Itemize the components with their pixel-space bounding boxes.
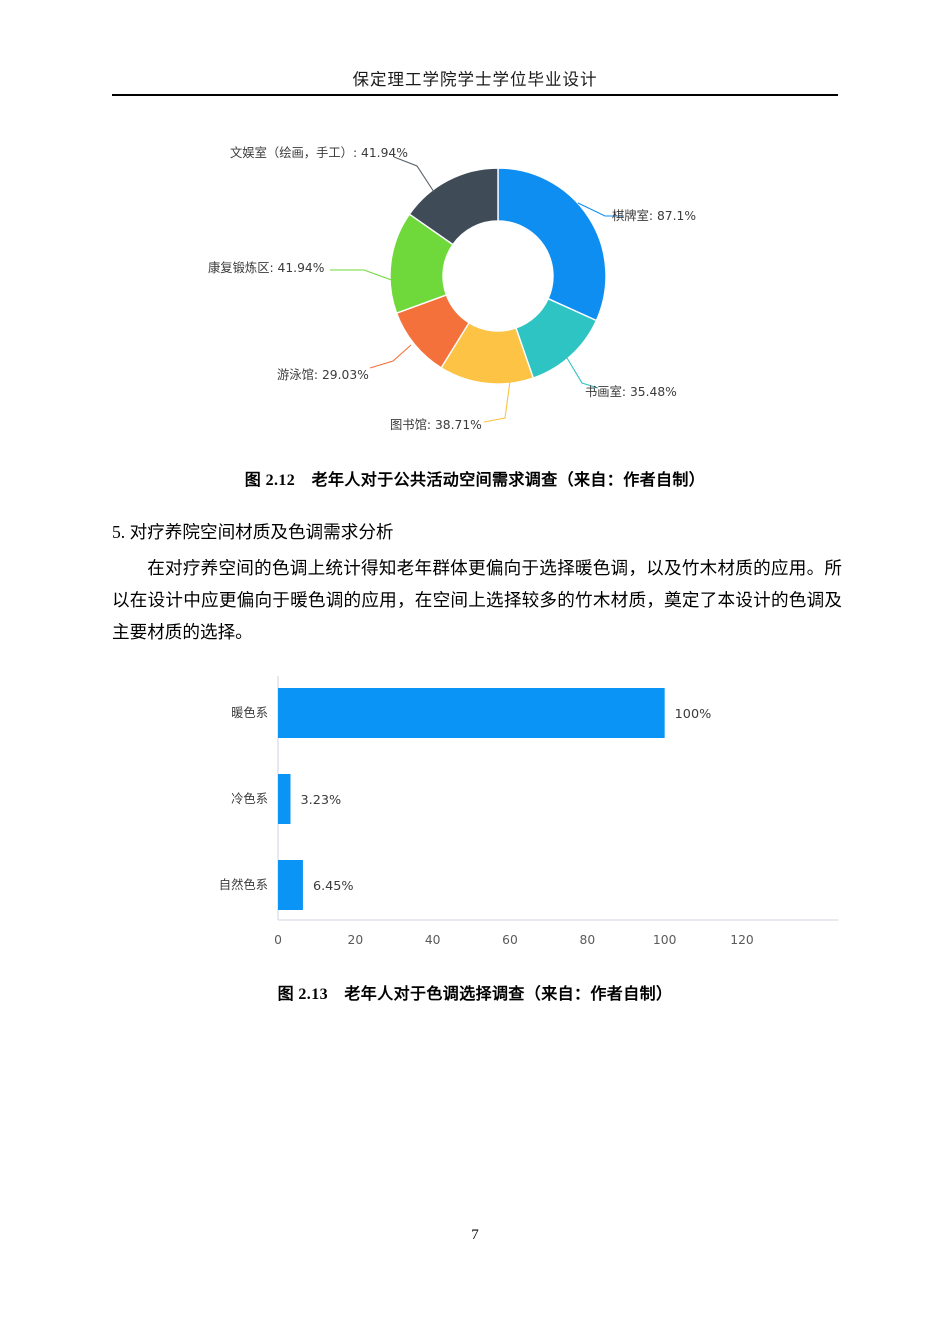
figure-caption-2-12: 图 2.12 老年人对于公共活动空间需求调查（来自：作者自制）	[244, 472, 706, 489]
xtick-120: 120	[730, 933, 753, 947]
figure-caption-2-13: 图 2.13 老年人对于色调选择调查（来自：作者自制）	[277, 986, 673, 1003]
pie-label-tushu: 图书馆: 38.71%	[390, 418, 482, 432]
pie-label-shuhua: 书画室: 35.48%	[585, 385, 677, 399]
xtick-20: 20	[348, 933, 364, 947]
donut-slice-wenyu	[408, 167, 499, 246]
xtick-40: 40	[425, 933, 441, 947]
callout-line-tushu	[483, 380, 511, 423]
bar-category-labels: 暖色系 冷色系 自然色系	[219, 706, 268, 892]
bar-category-label-cool: 冷色系	[231, 792, 268, 806]
bar-value-label-natural: 6.45%	[313, 879, 354, 894]
bar-value-label-warm: 100%	[675, 707, 712, 722]
callout-line-shuhua	[566, 357, 599, 389]
bar-chart-xticks: 0 20 40 60 80 100 120	[274, 933, 754, 947]
pie-label-youyong: 游泳馆: 29.03%	[277, 368, 369, 382]
bar-category-label-warm: 暖色系	[231, 706, 268, 720]
donut-callout-lines	[330, 156, 624, 423]
bar-value-labels: 100% 3.23% 6.45%	[300, 707, 711, 894]
figure-donut-chart: 棋牌室: 87.1% 书画室: 35.48% 图书馆: 38.71% 游泳馆: …	[112, 130, 838, 450]
pie-label-qipai: 棋牌室: 87.1%	[612, 209, 697, 223]
xtick-0: 0	[274, 933, 282, 947]
bar-warm	[278, 688, 665, 738]
callout-line-kangfu	[330, 269, 398, 283]
callout-line-youyong	[369, 344, 412, 369]
xtick-60: 60	[502, 933, 518, 947]
bar-chart-svg: 暖色系 冷色系 自然色系 100% 3.23% 6.45% 0 20 40 60…	[219, 676, 838, 947]
pie-label-wenyu: 文娱室（绘画，手工）: 41.94%	[230, 146, 408, 160]
bar-category-label-natural: 自然色系	[219, 877, 268, 892]
donut-chart-svg	[330, 156, 624, 423]
callout-line-qipai	[577, 202, 624, 217]
bar-value-label-cool: 3.23%	[300, 793, 341, 808]
section-paragraph: 在对疗养空间的色调上统计得知老年群体更偏向于选择暖色调，以及竹木材质的应用。所以…	[112, 558, 842, 642]
page-number: 7	[471, 1227, 479, 1243]
section-heading: 5. 对疗养院空间材质及色调需求分析	[112, 522, 394, 542]
callout-line-wenyu	[393, 156, 435, 193]
bar-chart-bars	[278, 688, 665, 910]
donut-slice-qipai	[497, 167, 607, 322]
xtick-80: 80	[580, 933, 596, 947]
bar-cool	[278, 774, 291, 824]
pie-label-kangfu: 康复锻炼区: 41.94%	[208, 261, 325, 275]
donut-chart-area	[112, 130, 838, 450]
donut-slices	[389, 167, 607, 385]
bar-natural	[278, 860, 303, 910]
figure-bar-chart: 暖色系 冷色系 自然色系 100% 3.23% 6.45% 0 20 40 60…	[112, 672, 838, 962]
header-divider	[112, 94, 838, 96]
page-header-title: 保定理工学院学士学位毕业设计	[352, 70, 598, 89]
xtick-100: 100	[653, 933, 676, 947]
